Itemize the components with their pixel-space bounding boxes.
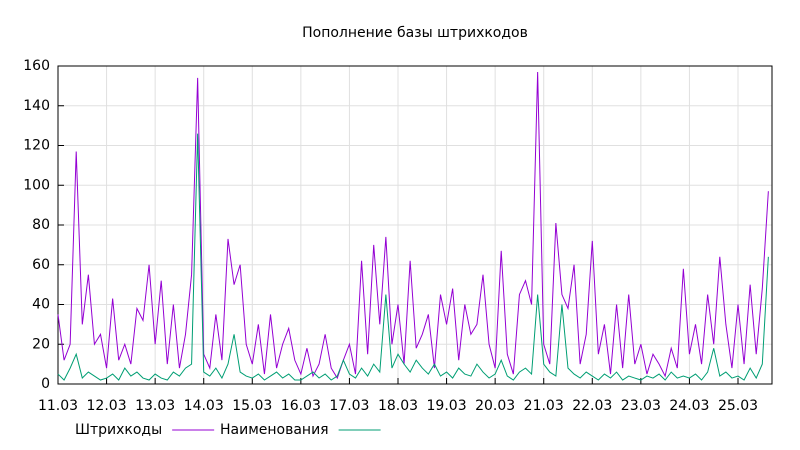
- x-tick-label: 14.03: [184, 398, 224, 414]
- y-tick-label: 40: [32, 297, 50, 313]
- series-line: [57, 133, 769, 381]
- x-tick-label: 20.03: [475, 398, 515, 414]
- y-tick-label: 120: [23, 138, 50, 154]
- x-tick-label: 22.03: [572, 398, 612, 414]
- x-tick-label: 16.03: [281, 398, 321, 414]
- y-tick-label: 80: [32, 217, 50, 233]
- y-tick-label: 60: [32, 257, 50, 273]
- x-tick-label: 18.03: [378, 398, 418, 414]
- chart-title: Пополнение базы штрихкодов: [302, 25, 528, 41]
- y-tick-label: 160: [23, 58, 50, 74]
- legend-label: Штрихкоды: [75, 422, 162, 438]
- x-tick-label: 12.03: [87, 398, 127, 414]
- x-tick-label: 23.03: [621, 398, 661, 414]
- plot-frame: [57, 65, 773, 385]
- y-tick-label: 0: [41, 376, 50, 392]
- x-tick-label: 13.03: [135, 398, 175, 414]
- series-line: [57, 71, 769, 380]
- x-tick-label: 21.03: [524, 398, 564, 414]
- x-tick-label: 15.03: [232, 398, 272, 414]
- y-tick-label: 100: [23, 177, 50, 193]
- x-tick-label: 24.03: [669, 398, 709, 414]
- x-tick-label: 25.03: [718, 398, 758, 414]
- x-tick-label: 11.03: [38, 398, 78, 414]
- legend-label: Наименования: [220, 422, 329, 438]
- x-tick-label: 19.03: [427, 398, 467, 414]
- y-tick-label: 140: [23, 98, 50, 114]
- x-tick-label: 17.03: [329, 398, 369, 414]
- y-tick-label: 20: [32, 336, 50, 352]
